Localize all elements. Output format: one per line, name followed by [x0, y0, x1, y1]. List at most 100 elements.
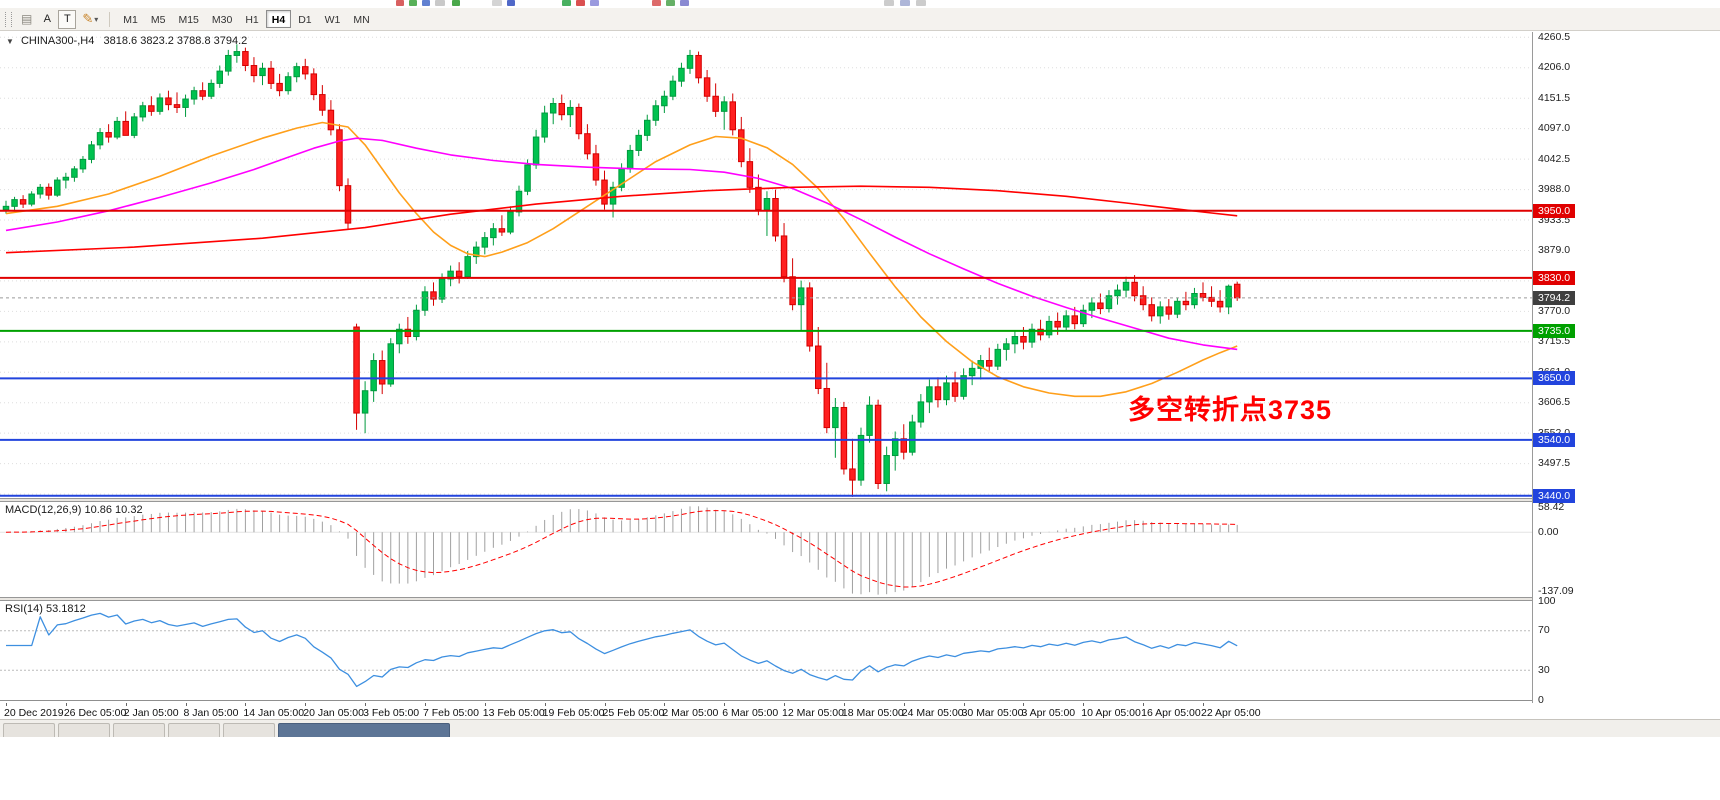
time-axis-label: 30 Mar 05:00	[961, 707, 1024, 719]
time-axis-tick	[784, 703, 786, 706]
partial-icon	[680, 0, 689, 6]
price-scale-label: 3933.5	[1538, 213, 1571, 226]
time-axis-tick	[484, 703, 486, 706]
candles-group	[2, 44, 1241, 497]
price-scale-label: 3606.5	[1538, 396, 1571, 409]
chevron-down-icon: ▾	[94, 14, 99, 24]
time-axis-label: 25 Feb 05:00	[602, 707, 665, 719]
time-axis[interactable]: 20 Dec 2019 26 Dec 05:00 2 Jan 05:00 8 Jan …	[0, 703, 1720, 719]
chart-text-annotation[interactable]: 多空转折点3735	[1128, 395, 1333, 425]
macd-label: MACD(12,26,9) 10.86 10.32	[5, 504, 143, 516]
time-axis-tick	[1083, 703, 1085, 706]
partial-icon	[435, 0, 445, 6]
price-tag-3830.0: 3830.0	[1533, 270, 1576, 285]
time-axis-label: 19 Feb 05:00	[542, 707, 605, 719]
chart-title: ▼ CHINA300-,H4 3818.6 3823.2 3788.8 3794…	[6, 35, 247, 47]
time-axis-tick	[963, 703, 965, 706]
ma-fast-line	[5, 121, 1238, 398]
time-axis-label: 2 Mar 05:00	[662, 707, 719, 719]
partial-icon	[652, 0, 661, 6]
time-axis-tick	[365, 703, 367, 706]
price-scale-label: 4151.5	[1538, 91, 1571, 104]
symbol-dropdown-icon[interactable]: ▼	[6, 37, 14, 46]
timeframe-button-d1[interactable]: D1	[298, 14, 312, 26]
chart-tab[interactable]	[168, 723, 220, 737]
chart-symbol-timeframe: CHINA300-,H4	[20, 35, 95, 47]
price-scale-label: 4097.0	[1538, 122, 1571, 135]
chart-grid-button[interactable]: ▤	[17, 10, 36, 29]
timeframe-button-mn[interactable]: MN	[353, 14, 370, 26]
partial-icon	[576, 0, 585, 6]
time-axis-label: 10 Apr 05:00	[1081, 707, 1141, 719]
time-axis-tick	[903, 703, 905, 706]
toolbar-drag-handle[interactable]	[5, 11, 12, 27]
price-scale-label: 3715.5	[1538, 335, 1571, 348]
time-axis-label: 16 Apr 05:00	[1141, 707, 1201, 719]
timeframe-button-h4[interactable]: H4	[265, 10, 292, 28]
rsi-scale-label: 70	[1538, 624, 1550, 637]
partial-icon	[507, 0, 515, 6]
price-scale-label: 3497.5	[1538, 457, 1571, 470]
panel-separator[interactable]	[0, 597, 1720, 601]
time-axis-label: 26 Dec 05:00	[63, 707, 127, 719]
cursor-mode-button[interactable]: A	[43, 13, 52, 25]
main-chart-canvas[interactable]	[0, 32, 1532, 498]
timeframe-button-m1[interactable]: M1	[123, 14, 138, 26]
chart-tab-bar	[0, 719, 1720, 737]
partial-icon	[900, 0, 910, 6]
timeframe-button-m30[interactable]: M30	[211, 14, 233, 26]
partial-icon	[590, 0, 599, 6]
chart-tab[interactable]	[58, 723, 110, 737]
time-axis-tick	[664, 703, 666, 706]
timeframe-button-m5[interactable]: M5	[150, 14, 166, 26]
pencil-icon: ✎	[82, 11, 94, 26]
price-tag-3540.0: 3540.0	[1533, 432, 1576, 447]
time-axis-tick	[1203, 703, 1204, 706]
time-axis-label: 6 Mar 05:00	[722, 707, 779, 719]
time-axis-label: 3 Apr 05:00	[1021, 707, 1076, 719]
draw-tool-button[interactable]: ✎ ▾	[78, 10, 102, 29]
timeframe-button-m15[interactable]: M15	[178, 14, 199, 26]
time-axis-label: 3 Feb 05:00	[363, 707, 420, 719]
time-axis-tick	[544, 703, 546, 706]
time-axis-label: 8 Jan 05:00	[183, 707, 239, 719]
text-tool-button[interactable]: T	[58, 9, 77, 29]
main-chart-panel[interactable]: ▼ CHINA300-,H4 3818.6 3823.2 3788.8 3794…	[0, 32, 1532, 498]
macd-panel[interactable]: MACD(12,26,9) 10.86 10.32	[0, 502, 1532, 597]
timeframe-button-w1[interactable]: W1	[324, 14, 341, 26]
chart-ohlc-values: 3818.6 3823.2 3788.8 3794.2	[103, 35, 248, 47]
chart-tab[interactable]	[113, 723, 165, 737]
macd-scale-label: 58.42	[1538, 500, 1565, 513]
time-axis-label: 7 Feb 05:00	[422, 707, 479, 719]
price-tag-3735.0: 3735.0	[1533, 323, 1576, 338]
rsi-label: RSI(14) 53.1812	[5, 603, 86, 615]
price-scale-label: 3770.0	[1538, 304, 1571, 317]
mt4-toolbar: ▤ A T ✎ ▾ M1 M5 M15 M30 H1 H4 D1 W1 MN	[0, 8, 1720, 31]
time-axis-tick	[185, 703, 187, 706]
price-scale-label: 4042.5	[1538, 152, 1571, 165]
partial-icon	[396, 0, 404, 6]
ma-slow-line	[5, 185, 1238, 254]
time-axis-tick	[424, 703, 426, 706]
time-axis-tick	[843, 703, 845, 706]
rsi-canvas[interactable]	[0, 601, 1532, 700]
panel-separator[interactable]	[0, 498, 1720, 502]
rsi-scale-label: 100	[1538, 594, 1556, 607]
macd-histogram	[14, 506, 1238, 595]
timeframe-toolbar: M1 M5 M15 M30 H1 H4 D1 W1 MN	[117, 10, 375, 28]
time-axis-label: 20 Dec 2019	[4, 707, 64, 719]
time-axis-label: 2 Jan 05:00	[123, 707, 179, 719]
chart-tab[interactable]	[223, 723, 275, 737]
rsi-panel[interactable]: RSI(14) 53.1812	[0, 601, 1532, 700]
price-tag-3440.0: 3440.0	[1533, 488, 1576, 503]
price-scale[interactable]: 4260.5 4206.0 4151.5 4097.0 4042.5 3988.0 3933…	[1532, 31, 1720, 705]
macd-canvas[interactable]	[0, 502, 1532, 597]
time-axis-tick	[245, 703, 247, 706]
price-tag-3650.0: 3650.0	[1533, 371, 1576, 386]
timeframe-button-h1[interactable]: H1	[245, 14, 259, 26]
time-axis-label: 14 Jan 05:00	[243, 707, 305, 719]
time-axis-tick	[65, 703, 67, 706]
chart-tab[interactable]	[3, 723, 55, 737]
chart-tab-selected[interactable]	[278, 723, 450, 737]
